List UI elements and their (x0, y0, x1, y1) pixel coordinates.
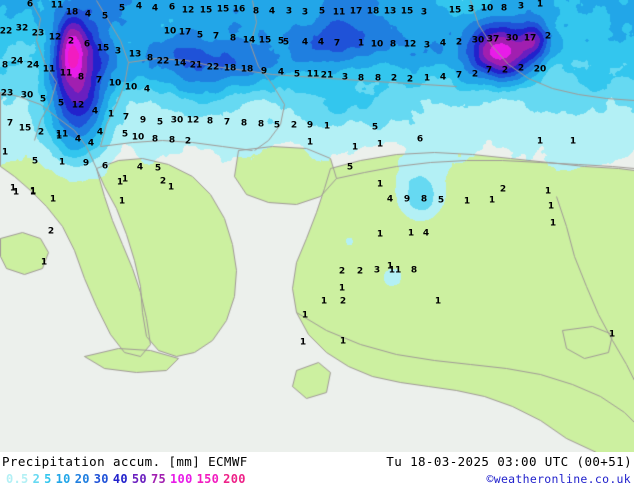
legend-stop-150: 150 (196, 472, 220, 486)
legend-stop-5: 5 (44, 472, 52, 486)
precipitation-scale-legend: 0.5 2 5 10 20 30 40 50 75 100 150 200 (6, 472, 250, 486)
precipitation-raster-canvas[interactable] (0, 0, 634, 452)
map-footer: Precipitation accum. [mm] ECMWF Tu 18-03… (0, 452, 634, 490)
map-title: Precipitation accum. [mm] ECMWF (2, 454, 248, 469)
legend-stop-200: 200 (223, 472, 246, 486)
copyright-notice: ©weatheronline.co.uk (486, 472, 631, 486)
valid-time-stamp: Tu 18-03-2025 03:00 UTC (00+51) (386, 454, 632, 469)
legend-stop-100: 100 (170, 472, 193, 486)
legend-stop-40: 40 (112, 472, 128, 486)
legend-stop-2: 2 (32, 472, 41, 486)
precipitation-accumulation-map[interactable]: 22 6 11 18 4 5 5 4 4 6 12 15 15 16 8 4 3 3 5 11 17 18 13 15 3 15 3… (0, 0, 634, 452)
legend-stop-75: 75 (150, 472, 167, 486)
legend-stop-0p5: 0.5 (6, 472, 29, 486)
legend-stop-50: 50 (131, 472, 147, 486)
legend-stop-30: 30 (93, 472, 109, 486)
legend-stop-20: 20 (74, 472, 90, 486)
legend-stop-10: 10 (55, 472, 71, 486)
